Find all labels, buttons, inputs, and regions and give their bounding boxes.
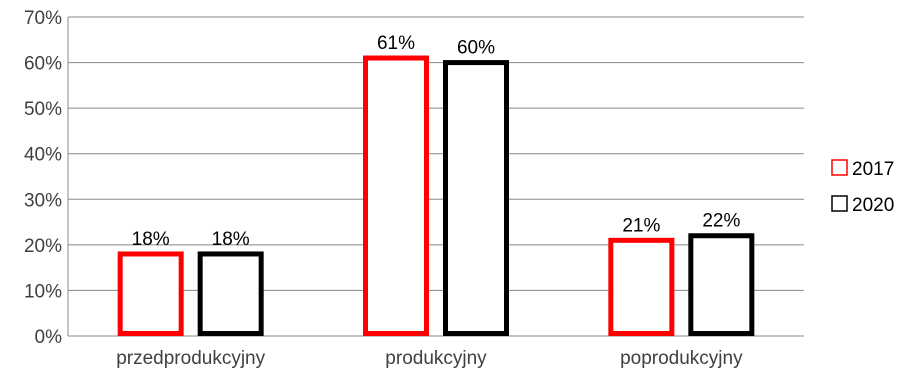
y-axis-tick-labels: 0% 10% 20% 30% 40% 50% 60% 70% xyxy=(24,8,62,348)
bar-2020 xyxy=(197,251,264,337)
data-label: 60% xyxy=(457,38,495,59)
x-category-label: poprodukcyjny xyxy=(620,348,743,369)
gridlines xyxy=(67,16,804,337)
y-tick-label: 0% xyxy=(35,327,63,348)
bar-2020 xyxy=(443,60,509,336)
x-category-label: produkcyjny xyxy=(385,348,487,369)
data-label: 18% xyxy=(132,229,170,250)
bars xyxy=(117,55,755,337)
data-label: 18% xyxy=(212,229,250,250)
data-labels: 18% 18% 61% 60% 21% 22% xyxy=(132,33,741,250)
bar-2017 xyxy=(117,251,184,337)
y-tick-label: 10% xyxy=(24,281,62,302)
bar-2017 xyxy=(608,237,675,336)
legend-swatch-2017 xyxy=(831,159,848,176)
legend-label: 2017 xyxy=(852,159,894,180)
legend-label: 2020 xyxy=(852,195,894,216)
y-tick-label: 30% xyxy=(24,190,62,211)
y-tick-label: 40% xyxy=(24,145,62,166)
y-tick-label: 70% xyxy=(24,8,62,29)
bar-2017 xyxy=(363,55,429,337)
data-label: 61% xyxy=(377,33,415,54)
x-axis-category-labels: przedprodukcyjny produkcyjny poprodukcyjny xyxy=(116,348,743,369)
y-tick-label: 20% xyxy=(24,236,62,257)
data-label: 22% xyxy=(702,211,740,232)
data-label: 21% xyxy=(622,215,660,236)
y-tick-label: 60% xyxy=(24,54,62,75)
legend: 2017 2020 xyxy=(831,159,894,216)
x-category-label: przedprodukcyjny xyxy=(116,348,265,369)
legend-swatch-2020 xyxy=(831,195,848,212)
y-tick-label: 50% xyxy=(24,99,62,120)
bar-2020 xyxy=(688,233,755,336)
